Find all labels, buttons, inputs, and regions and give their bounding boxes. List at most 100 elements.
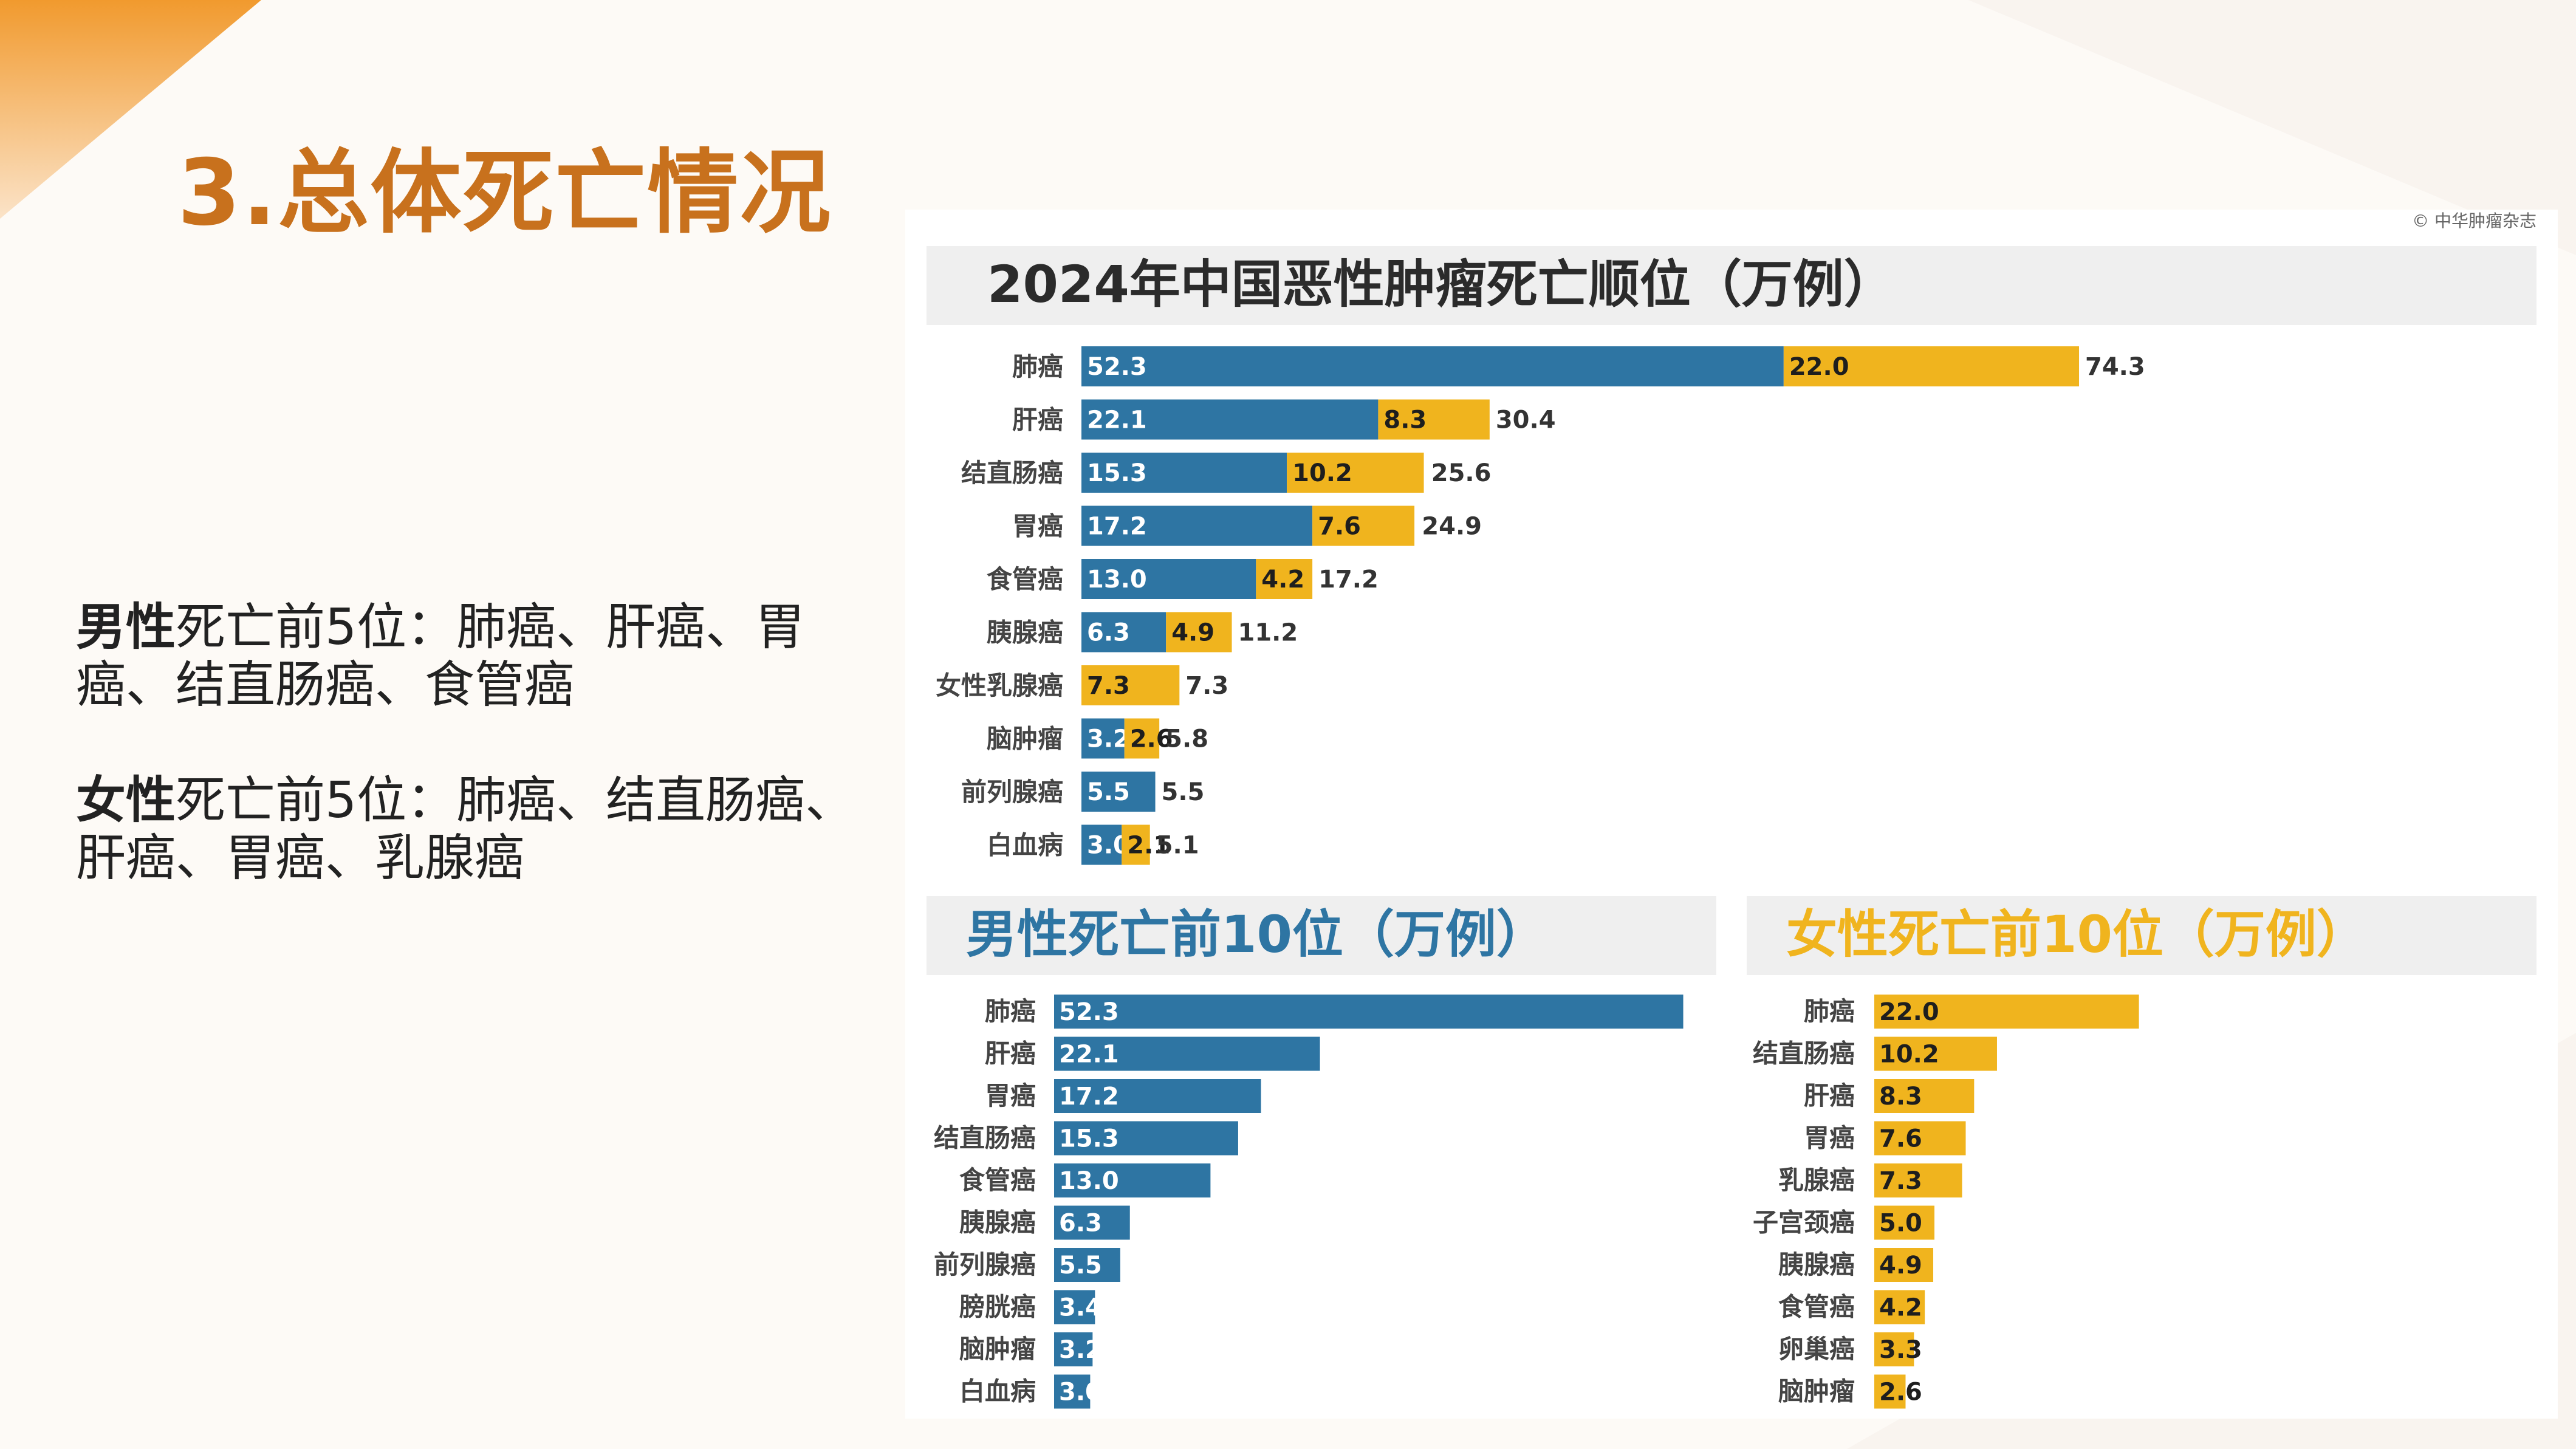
main-total-label: 30.4 (1496, 406, 1556, 434)
main-chart-title: 2024年中国恶性肿瘤死亡顺位（万例） (987, 255, 1895, 314)
female-chart-title: 女性死亡前10位（万例） (1786, 905, 2368, 964)
main-bar-female (1124, 718, 1160, 759)
main-category-label: 前列腺癌 (961, 777, 1063, 807)
main-category-label: 白血病 (987, 831, 1063, 860)
male-category-label: 肺癌 (985, 996, 1036, 1026)
female-category-label: 脑肿瘤 (1778, 1377, 1855, 1406)
male-chart-header (927, 896, 1716, 975)
female-chart-header (1747, 896, 2537, 975)
main-bar-value-label: 7.6 (1318, 513, 1361, 541)
male-category-label: 膀胱癌 (959, 1292, 1036, 1322)
main-bar-female (1166, 612, 1232, 653)
female-category-label: 乳腺癌 (1778, 1165, 1855, 1195)
male-bar-value-label: 3.4 (1059, 1294, 1102, 1322)
female-bar-value-label: 22.0 (1879, 998, 1939, 1026)
female-category-label: 胰腺癌 (1778, 1250, 1855, 1279)
female-bar (1874, 1121, 1966, 1156)
female-category-label: 子宫颈癌 (1753, 1208, 1855, 1238)
female-bar (1874, 995, 2139, 1029)
main-bar-male (1081, 824, 1122, 865)
main-bar-value-label: 22.1 (1087, 406, 1147, 434)
female-bar (1874, 1248, 1934, 1282)
male-bar-value-label: 17.2 (1059, 1083, 1119, 1111)
male-bar (1054, 1036, 1320, 1071)
main-bar-value-label: 7.3 (1087, 672, 1130, 700)
male-bar-value-label: 5.5 (1059, 1252, 1102, 1279)
female-bar-value-label: 3.3 (1879, 1336, 1922, 1364)
male-category-label: 食管癌 (959, 1165, 1036, 1195)
main-category-label: 肝癌 (1012, 405, 1063, 435)
chart-panel: © 中华肿瘤杂志 2024年中国恶性肿瘤死亡顺位（万例） 肺癌 52.3 22.0 74.… (905, 210, 2558, 1419)
main-bar-female (1378, 399, 1490, 440)
main-bar-female (1783, 346, 2080, 386)
main-total-label: 24.9 (1422, 513, 1482, 541)
male-bar-value-label: 15.3 (1059, 1125, 1119, 1153)
main-bar-value-label: 8.3 (1383, 406, 1427, 434)
main-bar-female (1122, 824, 1150, 865)
main-category-label: 胰腺癌 (987, 618, 1063, 648)
female-category-label: 肝癌 (1804, 1081, 1855, 1111)
main-bar-value-label: 4.9 (1171, 619, 1214, 647)
female-bar-value-label: 4.2 (1879, 1294, 1922, 1322)
female-bar-value-label: 4.9 (1879, 1252, 1922, 1279)
female-bar (1874, 1374, 1906, 1409)
female-bar-value-label: 8.3 (1879, 1083, 1922, 1111)
main-category-label: 结直肠癌 (961, 458, 1063, 488)
main-bar-value-label: 4.2 (1261, 566, 1304, 594)
male-bar (1054, 1163, 1211, 1197)
female-label: 女性 (76, 772, 176, 829)
main-bar-value-label: 15.3 (1087, 459, 1147, 487)
female-bar-value-label: 7.3 (1879, 1167, 1922, 1195)
main-bar-value-label: 13.0 (1087, 566, 1147, 594)
main-bar-value-label: 2.1 (1127, 832, 1170, 860)
male-summary: 男性死亡前5位：肺癌、肝癌、胃癌、结直肠癌、食管癌 (76, 598, 878, 714)
main-bar-value-label: 52.3 (1087, 353, 1147, 381)
main-total-label: 5.5 (1162, 778, 1205, 806)
male-bar (1054, 1332, 1093, 1366)
source-note: © 中华肿瘤杂志 (2412, 211, 2537, 231)
female-category-label: 结直肠癌 (1753, 1039, 1855, 1069)
male-bar-value-label: 13.0 (1059, 1167, 1119, 1195)
main-category-label: 胃癌 (1012, 512, 1063, 541)
female-category-label: 卵巢癌 (1778, 1334, 1855, 1364)
main-bar-value-label: 6.3 (1087, 619, 1130, 647)
main-bar-female (1287, 453, 1424, 493)
female-bar (1874, 1163, 1962, 1197)
slide-title: 3.总体死亡情况 (177, 140, 832, 246)
main-bar-value-label: 17.2 (1087, 513, 1147, 541)
male-category-label: 胰腺癌 (959, 1208, 1036, 1238)
female-summary: 女性死亡前5位：肺癌、结直肠癌、肝癌、胃癌、乳腺癌 (76, 772, 878, 887)
male-bar-value-label: 22.1 (1059, 1041, 1119, 1069)
main-bar-value-label: 3.2 (1087, 725, 1130, 753)
main-bar-male (1081, 346, 1784, 386)
main-bar-male (1081, 772, 1156, 812)
main-bar-male (1081, 399, 1379, 440)
main-total-label: 25.6 (1431, 459, 1492, 487)
male-bar (1054, 1290, 1095, 1324)
male-bar (1054, 995, 1684, 1029)
female-category-label: 胃癌 (1804, 1123, 1855, 1153)
main-bar-male (1081, 559, 1256, 599)
main-total-label: 5.8 (1165, 725, 1208, 753)
main-bar-value-label: 10.2 (1292, 459, 1352, 487)
female-category-label: 肺癌 (1804, 996, 1855, 1026)
male-bar (1054, 1248, 1120, 1282)
main-bar-female (1081, 665, 1180, 705)
female-bar (1874, 1079, 1975, 1113)
main-category-label: 女性乳腺癌 (936, 671, 1063, 701)
main-bar-female (1312, 505, 1415, 546)
female-bar (1874, 1205, 1934, 1240)
male-bar (1054, 1205, 1130, 1240)
main-bar-value-label: 5.5 (1087, 778, 1130, 806)
male-label: 男性 (76, 598, 176, 656)
female-bar-value-label: 5.0 (1879, 1210, 1922, 1238)
male-summary-text: 死亡前5位：肺癌、肝癌、胃癌、结直肠癌、食管癌 (76, 598, 806, 714)
female-bar-value-label: 10.2 (1879, 1041, 1939, 1069)
main-chart-header (927, 246, 2537, 325)
female-bar-value-label: 7.6 (1879, 1125, 1922, 1153)
male-bar-value-label: 3.2 (1059, 1336, 1102, 1364)
main-total-label: 5.1 (1156, 832, 1199, 860)
male-bar (1054, 1121, 1238, 1156)
female-bar (1874, 1036, 1997, 1071)
female-bar-value-label: 2.6 (1879, 1379, 1922, 1406)
